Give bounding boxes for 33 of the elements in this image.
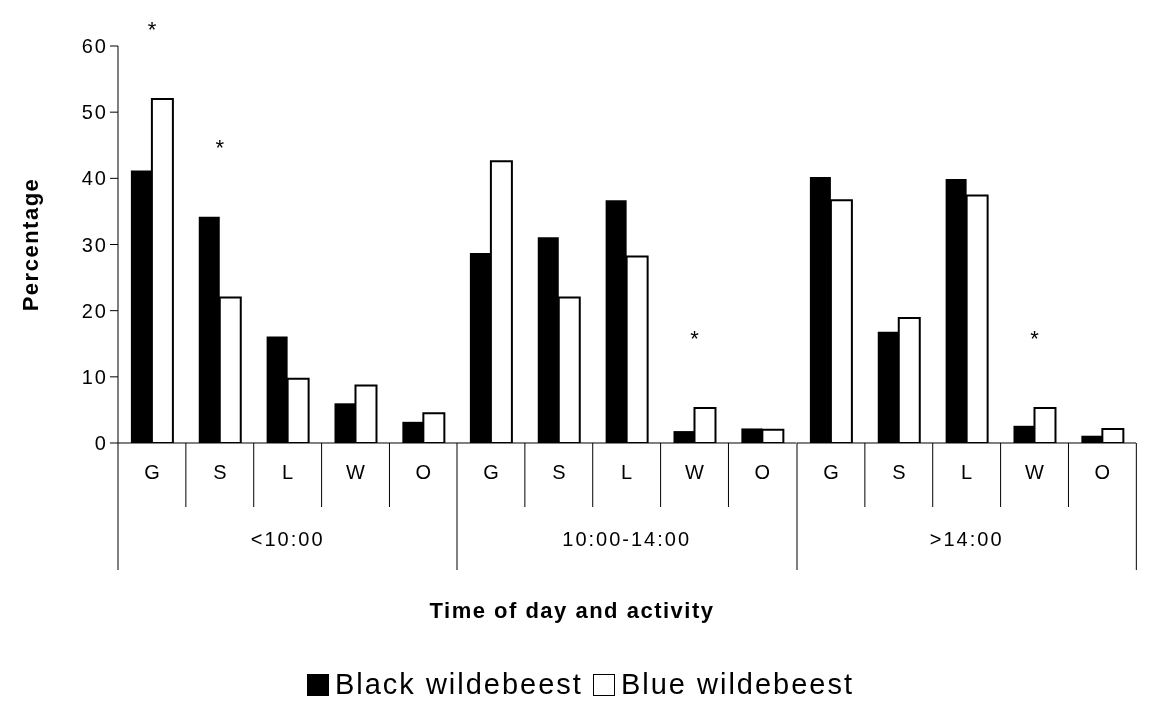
- legend-label: Black wildebeest: [333, 668, 583, 701]
- text: Time of day and activity: [428, 598, 716, 624]
- x-tick-label: L: [282, 461, 294, 484]
- annotation: *: [690, 325, 700, 351]
- y-tick-label: 40: [81, 167, 108, 190]
- x-tick-label: G: [822, 461, 839, 484]
- x-tick-label: L: [621, 461, 633, 484]
- x-tick-label: G: [483, 461, 500, 484]
- x-axis-title: 10:00-14:00: [562, 528, 692, 550]
- x-tick-label: S: [213, 461, 227, 484]
- x-tick-label: W: [346, 461, 366, 484]
- annotation: *: [215, 134, 225, 160]
- y-tick-label: 30: [81, 233, 108, 256]
- y-tick-label: 60: [81, 35, 108, 58]
- y-tick-label: 20: [81, 299, 108, 322]
- x-tick-label: O: [415, 461, 432, 484]
- x-tick-label: S: [552, 461, 566, 484]
- y-tick-label: 50: [81, 101, 108, 124]
- y-tick-label: 10: [81, 365, 108, 388]
- y-tick-label: 0: [94, 432, 108, 455]
- x-tick-label: S: [891, 461, 906, 484]
- x-tick-label: W: [1024, 461, 1044, 484]
- annotation: *: [147, 16, 157, 42]
- x-tick-label: O: [1094, 461, 1110, 484]
- x-tick-label: O: [754, 461, 771, 484]
- x-tick-label: L: [960, 461, 972, 484]
- x-axis-title: <10:00: [250, 528, 325, 550]
- x-tick-label: W: [685, 461, 705, 484]
- y-axis-title: Percentage: [18, 177, 43, 312]
- annotation: *: [1029, 325, 1039, 351]
- legend-label: Blue wildebeest: [619, 668, 855, 701]
- x-axis-title: >14:00: [929, 528, 1004, 550]
- x-tick-label: G: [144, 461, 160, 484]
